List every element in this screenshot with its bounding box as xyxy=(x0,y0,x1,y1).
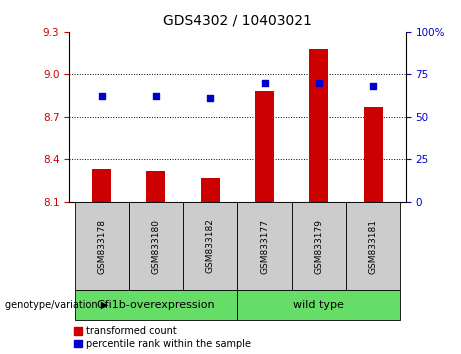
Bar xyxy=(129,202,183,290)
Text: genotype/variation ▶: genotype/variation ▶ xyxy=(5,300,108,310)
Point xyxy=(152,93,160,99)
Point xyxy=(98,93,106,99)
Legend: transformed count, percentile rank within the sample: transformed count, percentile rank withi… xyxy=(74,326,251,349)
Bar xyxy=(75,202,129,290)
Text: GSM833181: GSM833181 xyxy=(369,218,378,274)
Bar xyxy=(92,169,111,202)
Title: GDS4302 / 10403021: GDS4302 / 10403021 xyxy=(163,14,312,28)
Text: GSM833180: GSM833180 xyxy=(152,218,160,274)
Text: GSM833179: GSM833179 xyxy=(314,218,323,274)
Bar xyxy=(237,290,400,320)
Point xyxy=(369,84,377,89)
Bar xyxy=(309,49,328,202)
Bar xyxy=(75,290,237,320)
Bar xyxy=(201,178,220,202)
Text: GSM833177: GSM833177 xyxy=(260,218,269,274)
Bar xyxy=(183,202,237,290)
Point xyxy=(207,95,214,101)
Text: GSM833178: GSM833178 xyxy=(97,218,106,274)
Bar xyxy=(237,202,292,290)
Point xyxy=(261,80,268,86)
Bar xyxy=(255,91,274,202)
Text: wild type: wild type xyxy=(293,300,344,310)
Bar xyxy=(292,202,346,290)
Bar xyxy=(147,171,165,202)
Point xyxy=(315,80,323,86)
Text: Gfi1b-overexpression: Gfi1b-overexpression xyxy=(97,300,215,310)
Text: GSM833182: GSM833182 xyxy=(206,218,215,274)
Bar xyxy=(364,107,383,202)
Bar xyxy=(346,202,400,290)
